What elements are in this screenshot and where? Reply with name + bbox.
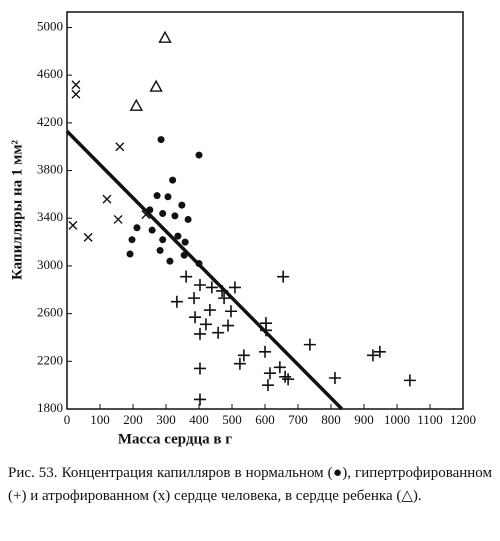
point-circle <box>195 151 203 159</box>
point-plus <box>205 281 218 294</box>
point-plus <box>188 292 201 305</box>
point-plus <box>259 345 271 358</box>
x-tick-label: 1100 <box>417 412 443 427</box>
x-tick-label: 600 <box>255 412 275 427</box>
point-plus <box>273 361 286 374</box>
point-circle <box>159 209 167 217</box>
point-x <box>115 142 125 152</box>
point-plus <box>373 345 386 358</box>
point-plus <box>228 281 241 294</box>
y-tick-label: 3800 <box>37 162 63 177</box>
point-plus <box>263 367 276 380</box>
chart: Капилляры на 1 мм² Масса сердца в г 1800… <box>9 11 476 447</box>
point-triangle <box>158 30 172 43</box>
point-plus <box>218 292 231 305</box>
point-x <box>71 89 81 99</box>
point-plus <box>261 379 274 392</box>
point-plus <box>193 279 206 292</box>
point-plus <box>170 295 183 308</box>
point-circle <box>184 215 192 223</box>
point-x <box>102 194 112 204</box>
point-circle <box>156 246 164 254</box>
point-plus <box>237 349 250 362</box>
point-plus <box>328 372 341 385</box>
point-circle <box>133 224 141 232</box>
point-plus <box>222 319 235 332</box>
y-tick-label: 5000 <box>37 18 63 33</box>
point-plus <box>279 370 292 383</box>
x-tick-label: 300 <box>156 412 176 427</box>
point-plus <box>303 338 316 351</box>
point-circle <box>159 236 167 244</box>
point-circle <box>148 226 156 234</box>
point-circle <box>174 232 182 240</box>
x-axis-label: Масса сердца в г <box>118 431 232 447</box>
x-tick-label: 1200 <box>450 412 476 427</box>
x-tick-label: 0 <box>64 412 71 427</box>
x-tick-label: 400 <box>189 412 209 427</box>
x-tick-label: 800 <box>321 412 341 427</box>
point-circle <box>166 257 174 265</box>
fit-line <box>65 129 344 411</box>
point-circle <box>171 212 179 220</box>
x-tick-label: 100 <box>90 412 110 427</box>
y-axis-label: Капилляры на 1 мм² <box>9 139 25 280</box>
y-tick-label: 2600 <box>37 305 63 320</box>
point-plus <box>233 357 246 370</box>
point-plus <box>203 304 216 317</box>
x-tick-label: 500 <box>222 412 242 427</box>
y-tick-label: 1800 <box>37 400 63 415</box>
point-circle <box>153 192 161 200</box>
point-plus <box>193 327 206 340</box>
point-triangle <box>129 98 143 111</box>
point-circle <box>169 176 177 184</box>
y-tick-label: 3400 <box>37 209 63 224</box>
point-triangle <box>149 79 163 92</box>
point-x <box>68 220 78 230</box>
caption: Рис. 53. Концентрация капилляров в норма… <box>8 465 492 504</box>
point-plus <box>366 349 379 362</box>
point-plus <box>277 270 290 283</box>
point-circle <box>157 136 165 144</box>
point-plus <box>193 393 206 406</box>
point-circle <box>126 250 134 258</box>
point-x <box>83 232 93 242</box>
point-plus <box>282 373 295 386</box>
point-plus <box>193 362 206 375</box>
point-plus <box>225 305 238 318</box>
y-tick-label: 4600 <box>37 66 63 81</box>
point-plus <box>199 318 212 331</box>
point-plus <box>403 374 416 387</box>
point-circle <box>128 236 136 244</box>
x-tick-label: 900 <box>354 412 374 427</box>
point-x <box>71 80 81 90</box>
x-tick-label: 1000 <box>384 412 410 427</box>
point-x <box>113 214 123 224</box>
point-circle <box>178 201 186 209</box>
point-circle <box>181 238 189 246</box>
x-tick-label: 200 <box>123 412 143 427</box>
point-plus <box>212 326 225 339</box>
y-tick-label: 2200 <box>37 352 63 367</box>
y-tick-label: 3000 <box>37 257 63 272</box>
y-tick-label: 4200 <box>37 114 63 129</box>
point-plus <box>180 270 193 283</box>
x-tick-label: 700 <box>288 412 308 427</box>
point-plus <box>189 311 202 324</box>
point-circle <box>164 193 172 201</box>
